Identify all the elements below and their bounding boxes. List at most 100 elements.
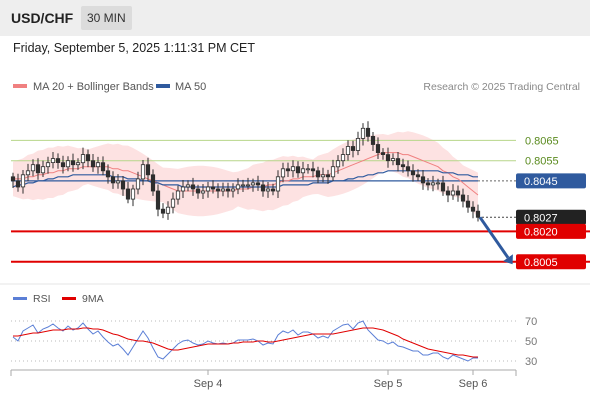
header-bar: USD/CHF 30 MIN	[0, 0, 590, 36]
candle-body	[360, 127, 366, 139]
rsi-panel: 70 50 30	[11, 316, 537, 368]
rsi-legend-swatch	[13, 297, 27, 300]
candle-body	[235, 184, 241, 190]
pivot-label: 0.8045	[524, 176, 558, 188]
candle-body	[425, 182, 431, 186]
candle-body	[170, 198, 176, 208]
candle-body	[65, 160, 71, 168]
candle-body	[320, 174, 326, 178]
ma50-legend-label: MA 50	[175, 81, 206, 93]
candle-body	[200, 190, 206, 194]
forecast-arrow-shaft	[478, 216, 510, 259]
candle-body	[430, 182, 436, 186]
ma20-legend-swatch	[13, 84, 27, 88]
ma20-legend-label: MA 20 + Bollinger Bands	[33, 81, 154, 93]
support-label: 0.8005	[524, 257, 558, 269]
candle-body	[195, 188, 201, 194]
candle-body	[290, 166, 296, 172]
resistance-label: 0.8055	[525, 156, 559, 168]
candle-body	[300, 168, 306, 174]
candle-body	[15, 180, 21, 188]
support-label-box	[516, 254, 586, 270]
candle-body	[100, 162, 106, 172]
candle-body	[270, 188, 276, 192]
candle-body	[440, 182, 446, 192]
candle-body	[35, 164, 41, 174]
candle-body	[75, 162, 81, 166]
candle-body	[390, 158, 396, 162]
forecast-arrowhead	[503, 254, 513, 265]
candle-body	[345, 146, 351, 156]
last-price-label: 0.8027	[524, 212, 558, 224]
ma50-line	[12, 170, 478, 188]
rsi-ma-line	[13, 327, 478, 358]
rsi-line	[12, 320, 478, 362]
x-axis: Sep 4 Sep 5 Sep 6	[10, 369, 517, 390]
candle-body	[380, 152, 386, 156]
rsi-tick-label: 50	[525, 336, 537, 348]
candle-body	[465, 200, 471, 208]
candle-body	[215, 188, 221, 192]
candle-body	[110, 176, 116, 184]
candle-body	[335, 160, 341, 168]
candle-body	[225, 188, 231, 192]
chart-legend: MA 20 + Bollinger Bands MA 50	[13, 81, 206, 93]
candle-body	[210, 186, 216, 190]
candle-body	[455, 190, 461, 196]
candle-body	[230, 188, 236, 192]
candle-body	[135, 178, 141, 190]
moving-averages	[12, 152, 479, 196]
pivot-label-box	[516, 173, 586, 189]
candle-body	[220, 188, 226, 192]
candle-body	[310, 168, 316, 172]
candle-body	[60, 162, 66, 168]
candle-body	[120, 180, 126, 190]
candle-body	[90, 160, 96, 168]
timeframe-button[interactable]: 30 MIN	[81, 6, 132, 30]
rsi-tick-label: 70	[525, 316, 537, 328]
candle-body	[450, 190, 456, 196]
candle-body	[330, 166, 336, 178]
copyright-text: Research © 2025 Trading Central	[423, 81, 580, 93]
candle-body	[395, 158, 401, 166]
candle-body	[175, 190, 181, 200]
candle-body	[385, 154, 391, 162]
candle-body	[445, 190, 451, 196]
candle-body	[70, 160, 76, 166]
candle-body	[155, 190, 161, 210]
candle-body	[365, 127, 371, 137]
candle-body	[45, 162, 51, 168]
candle-body	[400, 164, 406, 168]
candle-body	[410, 170, 416, 176]
candle-body	[190, 184, 196, 190]
candlesticks	[10, 121, 481, 222]
candle-body	[420, 176, 426, 184]
resistance-label: 0.8065	[525, 135, 559, 147]
ma20-line	[13, 152, 479, 196]
x-axis-tick-label: Sep 6	[459, 378, 488, 390]
candle-body	[405, 166, 411, 172]
candle-body	[255, 182, 261, 186]
candle-body	[460, 194, 466, 202]
price-level-labels: 0.8065 0.8055 0.8045 0.8027 0.8020 0.8005	[516, 135, 586, 270]
candle-body	[125, 188, 131, 200]
x-axis-tick-label: Sep 5	[374, 378, 403, 390]
candle-body	[285, 168, 291, 172]
candle-body	[130, 188, 136, 200]
candle-body	[80, 154, 86, 164]
candle-body	[55, 158, 61, 164]
candle-body	[325, 174, 331, 178]
candle-body	[185, 184, 191, 188]
candle-body	[140, 164, 146, 180]
candle-body	[245, 184, 251, 187]
candle-body	[355, 137, 361, 151]
timestamp: Friday, September 5, 2025 1:11:31 PM CET	[13, 41, 256, 55]
candle-body	[275, 176, 281, 192]
support-label-box	[516, 223, 586, 239]
rsi-ma-legend-label: 9MA	[82, 293, 104, 305]
candle-body	[85, 154, 91, 162]
candle-body	[30, 164, 36, 172]
support-label: 0.8020	[524, 226, 558, 238]
rsi-legend: RSI 9MA	[13, 293, 104, 305]
